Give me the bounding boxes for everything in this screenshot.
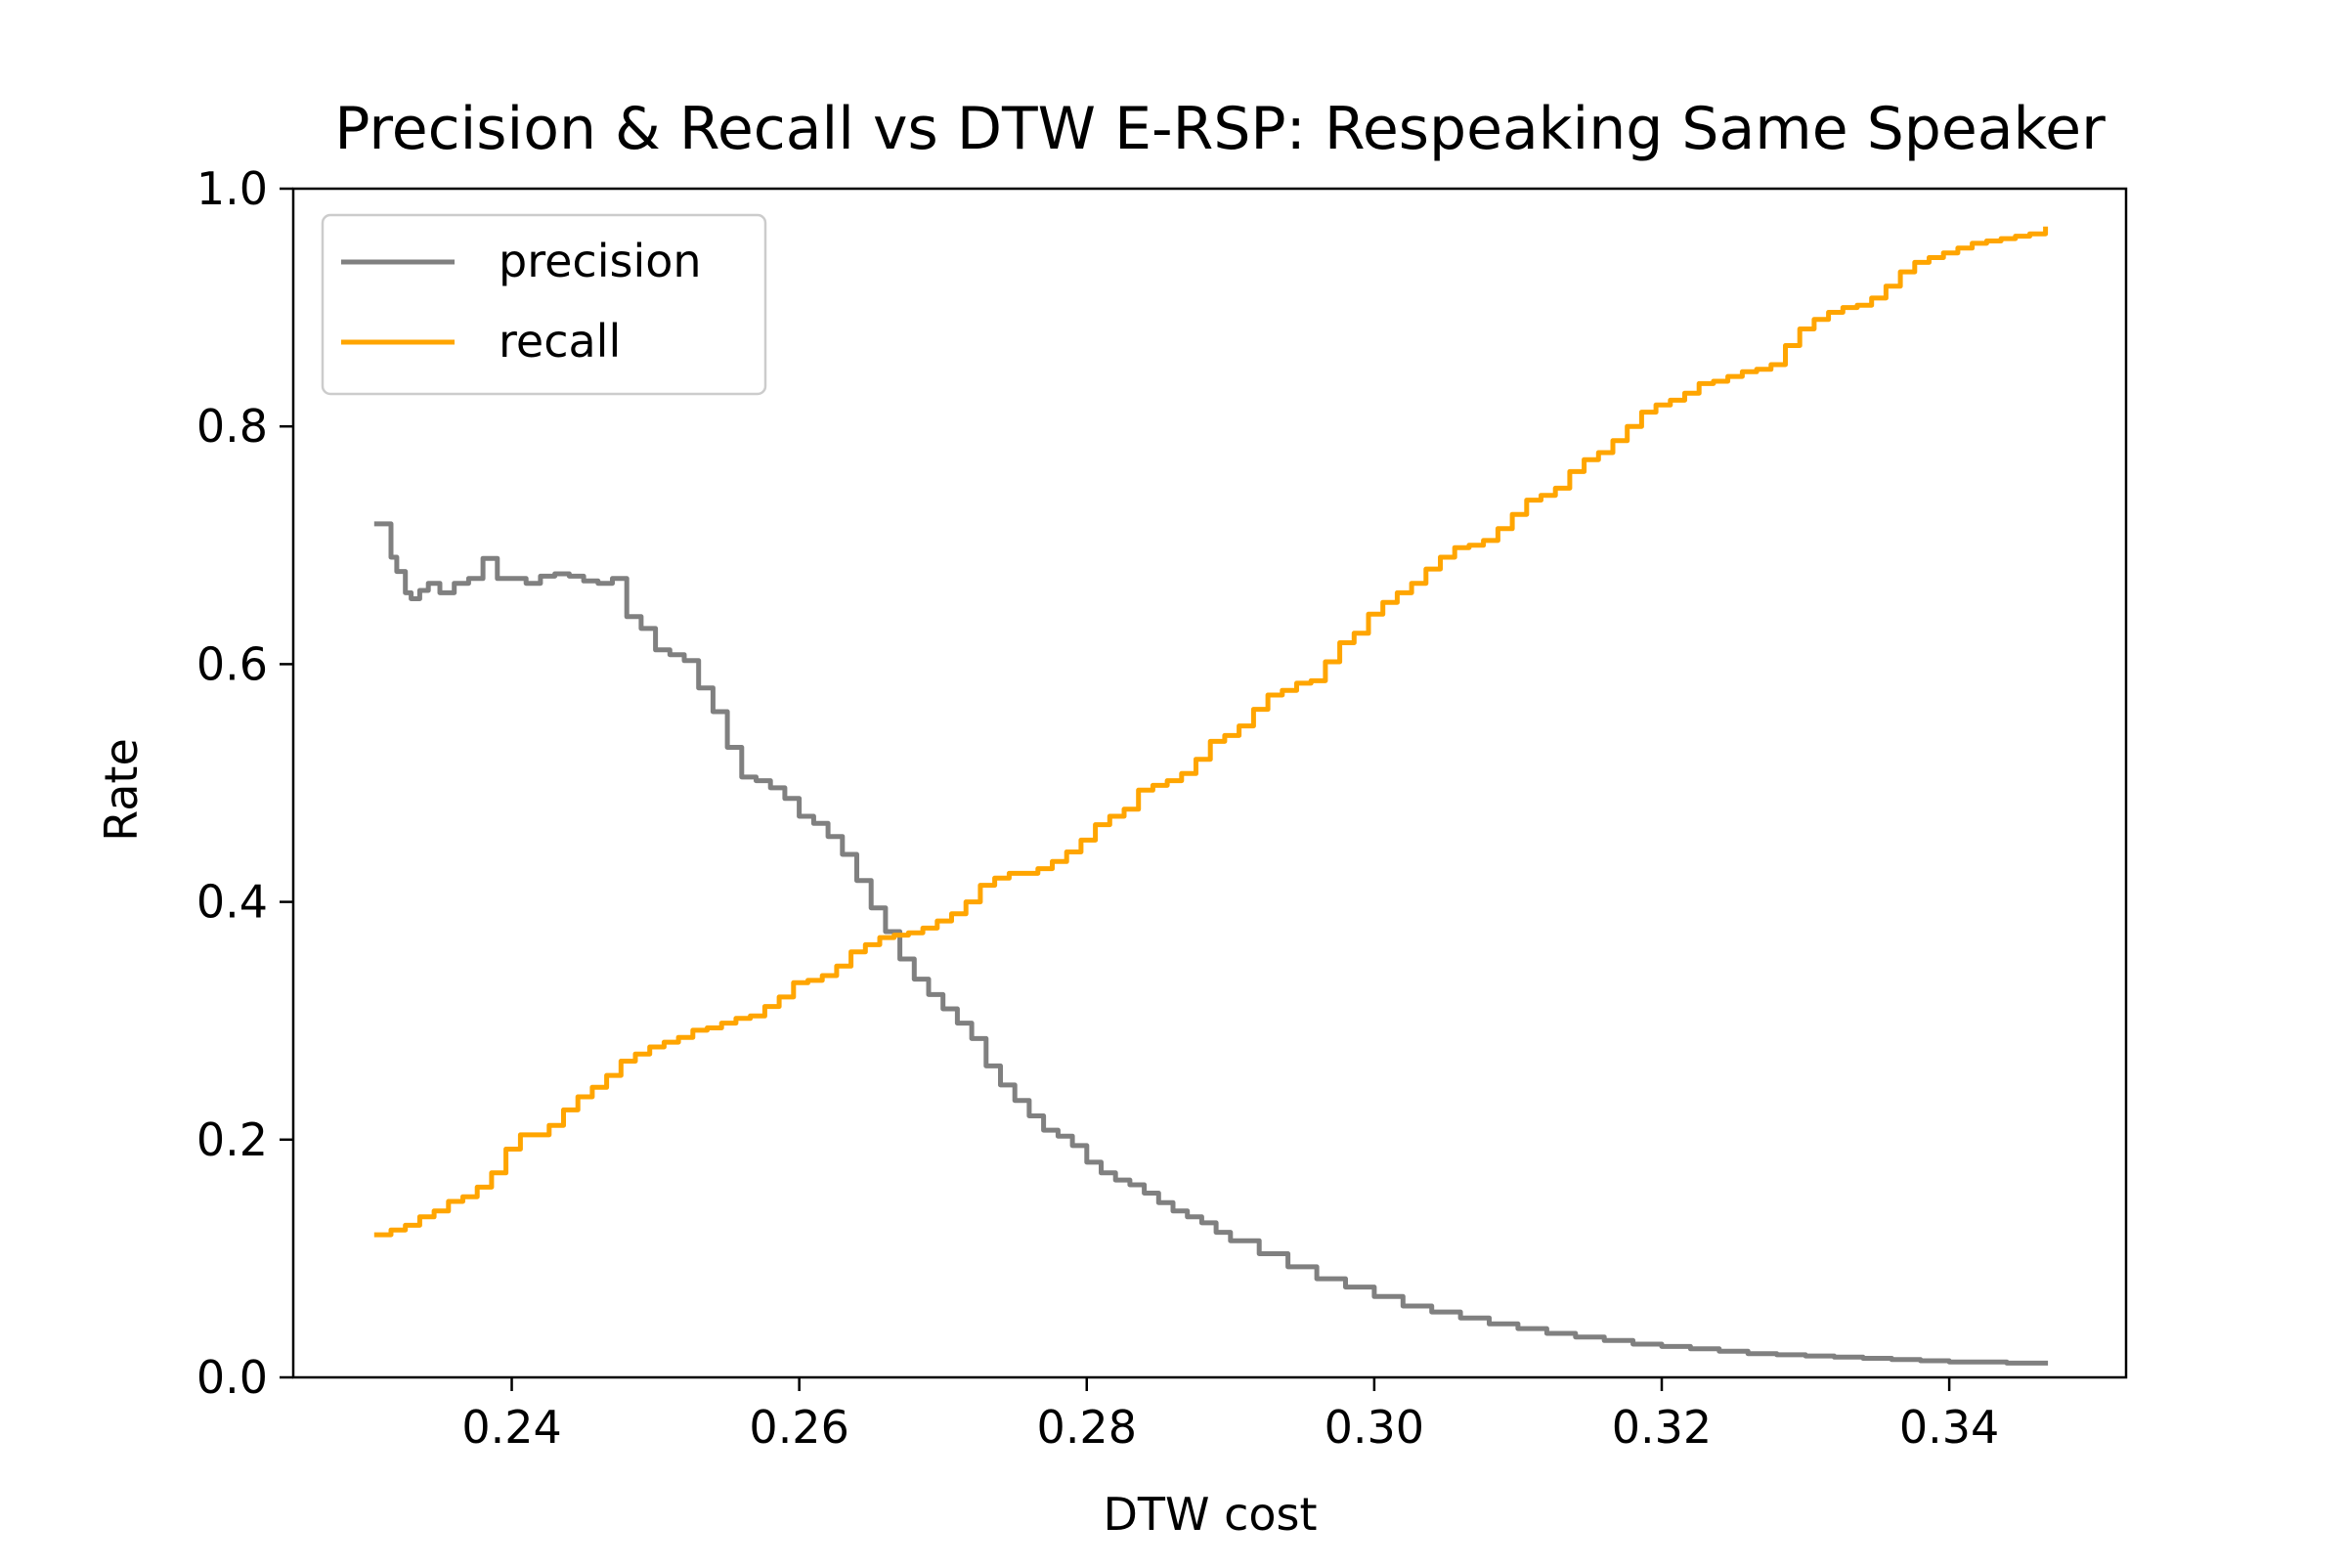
x-tick-label: 0.30 xyxy=(1325,1401,1424,1454)
x-tick-label: 0.32 xyxy=(1612,1401,1712,1454)
x-tick-label: 0.26 xyxy=(749,1401,848,1454)
y-tick-label: 0.6 xyxy=(196,637,268,690)
series-line-precision xyxy=(373,521,2049,1366)
x-tick-label: 0.28 xyxy=(1037,1401,1137,1454)
y-tick-label: 1.0 xyxy=(196,162,268,215)
y-tick-label: 0.4 xyxy=(196,876,268,929)
series-layer xyxy=(373,226,2049,1366)
axes-frame xyxy=(291,187,2128,1379)
legend: precision recall xyxy=(321,213,767,396)
legend-label-recall: recall xyxy=(499,315,621,368)
y-tick-label: 0.8 xyxy=(196,400,268,453)
x-tick-label: 0.34 xyxy=(1899,1401,1999,1454)
x-axis-label: DTW cost xyxy=(1103,1488,1317,1541)
x-tick-label: 0.24 xyxy=(461,1401,561,1454)
y-tick-label: 0.0 xyxy=(196,1351,268,1404)
chart-title: Precision & Recall vs DTW E-RSP: Respeak… xyxy=(334,95,2106,163)
series-line-recall xyxy=(373,226,2049,1238)
y-axis: 0.0 0.2 0.4 0.6 0.8 1.0 xyxy=(196,162,293,1404)
y-axis-label: Rate xyxy=(95,738,148,841)
y-tick-label: 0.2 xyxy=(196,1113,268,1166)
plot-area xyxy=(291,187,2128,1379)
x-axis: 0.24 0.26 0.28 0.30 0.32 0.34 xyxy=(461,1377,1999,1454)
legend-label-precision: precision xyxy=(499,235,702,287)
